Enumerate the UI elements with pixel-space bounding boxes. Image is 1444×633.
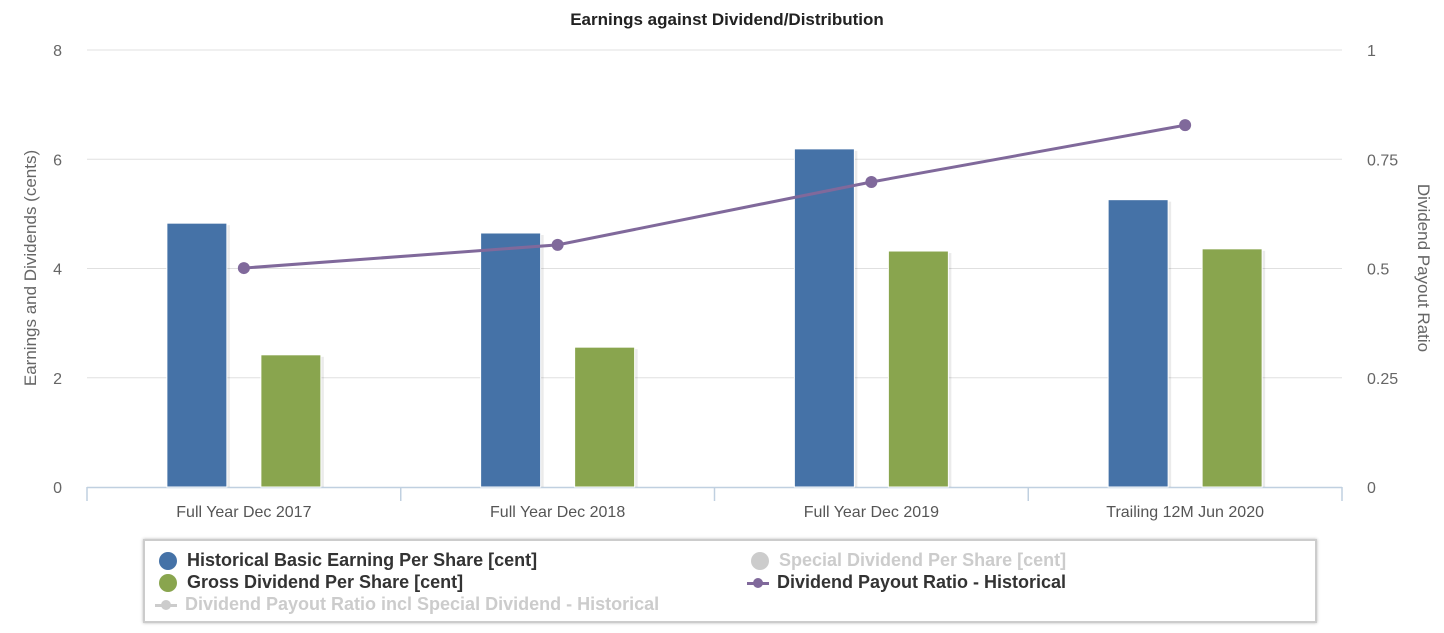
x-tick-label: Full Year Dec 2018 (490, 504, 625, 521)
x-tick-label: Full Year Dec 2019 (804, 504, 939, 521)
legend-marker-icon (159, 551, 177, 570)
legend-label: Dividend Payout Ratio - Historical (777, 572, 1067, 592)
y-tick-label: 4 (53, 262, 62, 279)
payout-ratio-point (237, 262, 250, 275)
legend-line-marker-icon (155, 596, 177, 614)
bar-eps (480, 232, 542, 488)
legend-item-payout-ratio[interactable]: Dividend Payout Ratio - Historical (747, 572, 1066, 593)
legend-label: Historical Basic Earning Per Share [cent… (187, 550, 538, 570)
y-tick-label: 0 (53, 480, 62, 497)
y-right-tick-label: 1 (1367, 43, 1376, 60)
payout-ratio-point (1179, 119, 1192, 132)
bar-gross-dividend (260, 354, 322, 488)
legend-line-marker-icon (747, 574, 769, 592)
legend-item-payout-ratio-incl-special[interactable]: Dividend Payout Ratio incl Special Divid… (155, 594, 659, 615)
bar-gross-dividend (574, 346, 636, 488)
y-axis-right-title: Dividend Payout Ratio (1414, 184, 1433, 352)
legend-item-special-dividend[interactable]: Special Dividend Per Share [cent] (751, 550, 1066, 571)
x-tick-label: Full Year Dec 2017 (176, 504, 311, 521)
legend-item-eps[interactable]: Historical Basic Earning Per Share [cent… (159, 550, 537, 571)
legend: Historical Basic Earning Per Share [cent… (143, 539, 1317, 623)
chart-title: Earnings against Dividend/Distribution (570, 10, 884, 29)
bar-gross-dividend (1201, 248, 1263, 488)
payout-ratio-line (243, 123, 1186, 270)
y-right-tick-label: 0 (1367, 480, 1376, 497)
legend-item-gross-dividend[interactable]: Gross Dividend Per Share [cent] (159, 572, 463, 593)
legend-label: Gross Dividend Per Share [cent] (187, 572, 464, 592)
y-tick-label: 2 (53, 371, 62, 388)
payout-ratio-point (865, 175, 878, 188)
y-right-tick-label: 0.75 (1367, 152, 1398, 169)
legend-label: Dividend Payout Ratio incl Special Divid… (185, 594, 660, 614)
bar-gross-dividend (887, 250, 949, 488)
y-right-tick-label: 0.25 (1367, 371, 1398, 388)
legend-label: Special Dividend Per Share [cent] (779, 550, 1067, 570)
y-tick-label: 8 (53, 43, 62, 60)
bar-eps (166, 222, 228, 488)
chart-svg: Earnings against Dividend/Distribution 0… (21, 10, 1433, 521)
legend-marker-icon (159, 573, 177, 592)
legend-marker-icon (751, 551, 769, 570)
y-axis-title: Earnings and Dividends (cents) (21, 150, 40, 386)
payout-ratio-point (551, 238, 564, 251)
bar-eps (1107, 199, 1169, 488)
x-tick-label: Trailing 12M Jun 2020 (1106, 504, 1264, 521)
y-tick-label: 6 (53, 152, 62, 169)
y-right-tick-label: 0.5 (1367, 262, 1389, 279)
bar-eps (793, 148, 855, 488)
